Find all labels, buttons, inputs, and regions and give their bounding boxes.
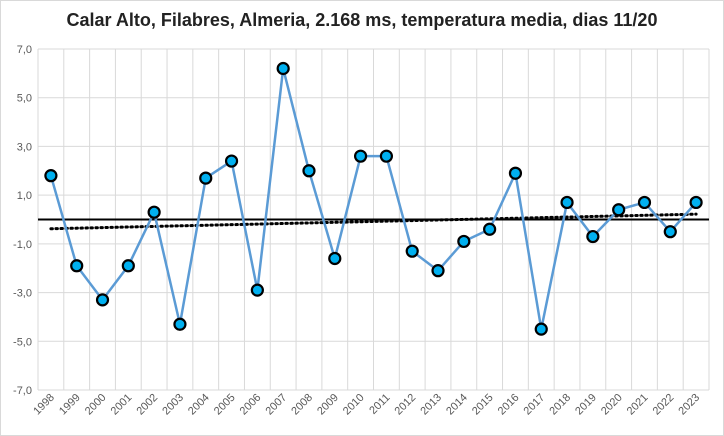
data-point [508, 166, 523, 180]
x-tick-label: 2007 [263, 392, 289, 418]
data-point [224, 154, 239, 168]
data-point [147, 205, 161, 219]
x-tick-label: 2008 [289, 392, 315, 418]
series-line [49, 67, 698, 331]
x-tick-label: 2002 [134, 392, 160, 418]
y-tick-label: 1,0 [17, 190, 32, 202]
x-tick-label: 2015 [470, 392, 496, 418]
x-tick-label: 2014 [444, 392, 470, 418]
x-tick-labels: 1998 1999 2000 2001 2002 2003 2004 2005 2006 2007… [31, 392, 702, 418]
data-point [173, 317, 187, 331]
data-point [199, 171, 213, 185]
data-point [689, 195, 703, 210]
x-tick-label: 2016 [496, 392, 522, 418]
y-tick-label: -7,0 [13, 385, 32, 397]
x-tick-label: 2011 [367, 392, 392, 417]
data-point [95, 293, 110, 307]
series-polyline [49, 67, 698, 331]
x-tick-label: 2001 [109, 392, 135, 418]
x-tick-label: 2004 [186, 392, 212, 418]
data-point [483, 222, 497, 236]
data-point [328, 251, 342, 266]
x-tick-label: 2020 [599, 392, 625, 418]
x-tick-label: 2005 [212, 392, 238, 418]
data-point [44, 169, 58, 183]
x-tick-label: 2023 [676, 392, 702, 418]
data-point [637, 195, 652, 210]
data-point [534, 322, 548, 336]
data-point [663, 225, 677, 239]
data-point [405, 244, 419, 258]
x-tick-label: 1998 [31, 392, 57, 418]
y-tick-label: -1,0 [13, 239, 32, 251]
data-point [457, 234, 471, 249]
x-tick-label: 2021 [625, 392, 651, 418]
x-tick-label: 2010 [341, 392, 367, 418]
data-point [379, 149, 394, 163]
data-point [586, 229, 600, 244]
x-tick-label: 2022 [651, 392, 677, 418]
y-tick-label: 7,0 [17, 44, 32, 56]
y-tick-label: -5,0 [13, 336, 32, 348]
chart-title: Calar Alto, Filabres, Almeria, 2.168 ms,… [66, 10, 658, 30]
x-tick-label: 2012 [393, 392, 419, 418]
data-point [121, 259, 135, 273]
data-point [560, 195, 574, 210]
x-tick-label: 2000 [83, 392, 109, 418]
x-tick-label: 2018 [547, 392, 573, 418]
data-point [612, 203, 626, 217]
data-point [302, 164, 316, 178]
x-tick-label: 2019 [573, 392, 599, 418]
x-tick-label: 2003 [160, 392, 186, 418]
x-tick-label: 2017 [522, 392, 548, 418]
data-point [250, 283, 264, 297]
x-tick-label: 1999 [57, 392, 83, 418]
data-point [353, 149, 368, 163]
data-markers [44, 61, 703, 336]
x-tick-label: 2009 [315, 392, 341, 418]
y-tick-label: -3,0 [13, 288, 32, 300]
y-tick-labels: 7,0 5,0 3,0 1,0 -1,0 -3,0 -5,0 -7,0 [13, 44, 32, 397]
y-tick-label: 5,0 [17, 93, 32, 105]
data-point [431, 264, 445, 278]
data-point [70, 259, 84, 273]
y-tick-label: 3,0 [17, 141, 32, 153]
data-point [276, 61, 290, 76]
x-tick-label: 2013 [418, 392, 444, 418]
x-tick-label: 2006 [238, 392, 264, 418]
